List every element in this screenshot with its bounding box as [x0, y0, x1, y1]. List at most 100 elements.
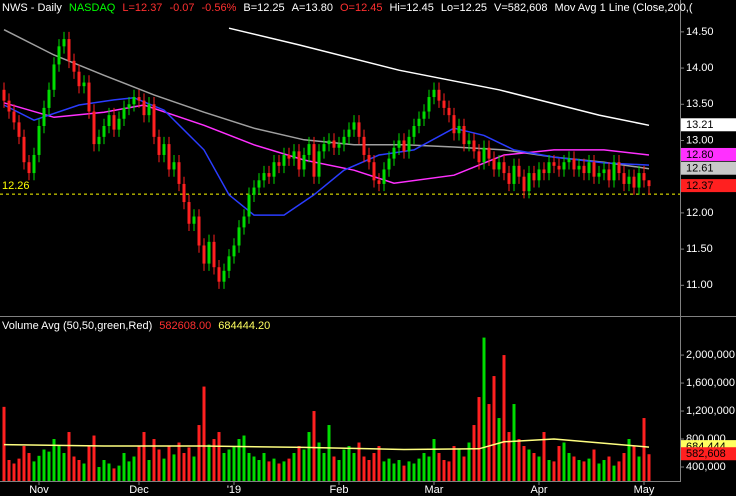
candle-body	[237, 227, 241, 246]
header-item: L=12.37	[122, 2, 163, 14]
volume-bar	[632, 446, 636, 481]
volume-bar	[507, 432, 511, 481]
volume-bar	[627, 439, 631, 481]
header-item: Hi=12.45	[389, 2, 434, 14]
volume-bar	[12, 463, 16, 481]
candle-body	[297, 151, 301, 170]
candle-body	[182, 183, 186, 203]
volume-bar	[147, 460, 151, 481]
candle-body	[312, 144, 316, 177]
volume-bar	[452, 446, 456, 481]
volume-bar	[307, 432, 311, 481]
header-item: Lo=12.25	[440, 2, 488, 14]
candle-body	[102, 126, 106, 137]
volume-bar	[167, 446, 171, 481]
volume-bar	[7, 460, 11, 481]
volume-bar	[27, 453, 31, 481]
legend-item: Volume Avg (50,50,green,Red)	[2, 320, 153, 332]
volume-bar	[442, 460, 446, 481]
candle-body	[542, 169, 546, 174]
x-tick-label: Apr	[530, 484, 547, 496]
volume-bar	[37, 455, 41, 481]
header-item: -0.07	[169, 2, 195, 14]
header-item: A=13.80	[291, 2, 333, 14]
volume-bar	[487, 404, 491, 481]
volume-bar	[52, 439, 56, 481]
volume-bar	[457, 449, 461, 481]
volume-bar	[42, 449, 46, 481]
volume-bar	[437, 453, 441, 481]
candle-body	[27, 162, 31, 174]
candle-body	[117, 118, 121, 130]
candle-body	[412, 126, 416, 137]
volume-bar	[497, 418, 501, 481]
candle-body	[397, 140, 401, 148]
candle-body	[472, 140, 476, 152]
candle-body	[482, 147, 486, 163]
volume-bar	[312, 411, 316, 481]
volume-bar	[172, 454, 176, 481]
volume-bar	[522, 446, 526, 481]
candle-body	[322, 144, 326, 152]
candle-body	[507, 173, 511, 184]
candle-body	[307, 144, 311, 155]
candle-body	[167, 144, 171, 170]
volume-bar	[602, 460, 606, 481]
volume-bar	[72, 456, 76, 481]
legend-item: 582608.00	[159, 320, 212, 332]
y-tick-label: 14.50	[686, 26, 714, 38]
candle-body	[442, 100, 446, 108]
candle-body	[272, 162, 276, 177]
volume-bar	[267, 461, 271, 481]
value-marker-label: 582,608	[686, 448, 726, 460]
x-tick-label: Dec	[129, 484, 149, 496]
moving-average-line	[3, 29, 650, 170]
candle-body	[452, 115, 456, 134]
volume-bar	[532, 453, 536, 481]
candle-body	[67, 39, 71, 61]
y-tick-label: 13.50	[686, 98, 714, 110]
candle-body	[627, 176, 631, 184]
candle-body	[477, 151, 481, 163]
y-tick-label: 11.00	[686, 279, 713, 291]
candle-body	[17, 122, 21, 137]
candle-body	[562, 162, 566, 170]
volume-bar	[372, 453, 376, 481]
volume-bar	[557, 446, 561, 481]
reference-line-label: 12.26	[2, 180, 30, 192]
volume-bar	[347, 446, 351, 481]
volume-bar	[427, 456, 431, 481]
volume-bar	[552, 461, 556, 481]
y-tick-label: 11.50	[686, 243, 713, 255]
value-marker-label: 12.80	[686, 149, 714, 161]
candle-body	[372, 162, 376, 181]
volume-bar	[527, 449, 531, 481]
volume-bar	[317, 442, 321, 481]
moving-average-line	[3, 97, 650, 216]
volume-bar	[432, 439, 436, 481]
volume-bar	[647, 454, 651, 481]
volume-bar	[217, 432, 221, 481]
candle-body	[597, 173, 601, 177]
candle-body	[342, 136, 346, 145]
candle-body	[502, 162, 506, 174]
x-tick-label: Mar	[425, 484, 444, 496]
y-tick-label: 14.00	[686, 62, 714, 74]
volume-bar	[517, 439, 521, 481]
volume-bar	[107, 463, 111, 481]
candle-body	[2, 89, 6, 101]
candle-body	[57, 46, 61, 65]
volume-bar	[137, 446, 141, 481]
candle-body	[437, 89, 441, 101]
candle-body	[532, 173, 536, 181]
candle-body	[582, 165, 586, 174]
volume-bar	[402, 465, 406, 481]
volume-bar	[582, 461, 586, 481]
candle-body	[12, 111, 16, 123]
candle-body	[277, 162, 281, 166]
value-marker	[681, 447, 736, 461]
candle-body	[527, 173, 531, 192]
volume-bar	[22, 446, 26, 481]
volume-bar	[2, 406, 6, 481]
volume-bar	[362, 456, 366, 481]
